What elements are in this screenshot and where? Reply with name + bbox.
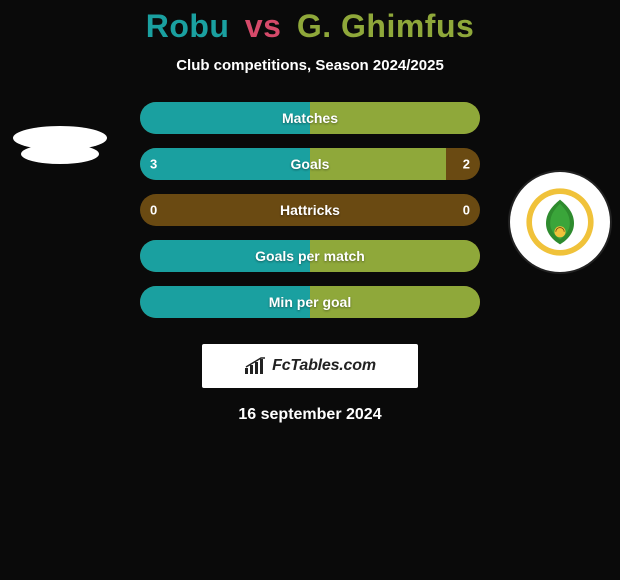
stat-label: Goals: [291, 156, 330, 172]
stat-bar-right-half: [310, 148, 480, 180]
title-player-left: Robu: [146, 8, 230, 44]
stat-value-right: 0: [463, 203, 470, 218]
date-text: 16 september 2024: [238, 406, 381, 424]
stat-label: Min per goal: [269, 294, 351, 310]
stat-bar-track: Goals 3 2: [140, 148, 480, 180]
stat-bar-right-fill: [310, 148, 446, 180]
comparison-rows: Matches Goals 3 2 Hattricks 0 0 Goals per match…: [0, 102, 620, 318]
stat-row: Hattricks 0 0: [0, 194, 620, 226]
title-player-right: G. Ghimfus: [297, 8, 474, 44]
stat-label: Goals per match: [255, 248, 365, 264]
stat-bar-track: Matches: [140, 102, 480, 134]
subtitle: Club competitions, Season 2024/2025: [176, 57, 444, 74]
stat-bar-track: Goals per match: [140, 240, 480, 272]
stat-value-left: 3: [150, 157, 157, 172]
page-title: Robu vs G. Ghimfus: [146, 8, 475, 45]
stat-row: Goals 3 2: [0, 148, 620, 180]
stat-label: Hattricks: [280, 202, 340, 218]
brand-box: FcTables.com: [202, 344, 418, 388]
stat-value-left: 0: [150, 203, 157, 218]
stat-bar-left-fill: [140, 148, 310, 180]
stat-bar-left-half: [140, 148, 310, 180]
brand-text: FcTables.com: [272, 357, 376, 375]
comparison-card: Robu vs G. Ghimfus Club competitions, Se…: [0, 0, 620, 424]
stat-bar-track: Min per goal: [140, 286, 480, 318]
stat-row: Min per goal: [0, 286, 620, 318]
title-vs: vs: [245, 8, 282, 44]
stat-bar-track: Hattricks 0 0: [140, 194, 480, 226]
stat-row: Matches: [0, 102, 620, 134]
stat-value-right: 2: [463, 157, 470, 172]
chart-icon: [244, 357, 266, 375]
stat-row: Goals per match: [0, 240, 620, 272]
stat-label: Matches: [282, 110, 338, 126]
